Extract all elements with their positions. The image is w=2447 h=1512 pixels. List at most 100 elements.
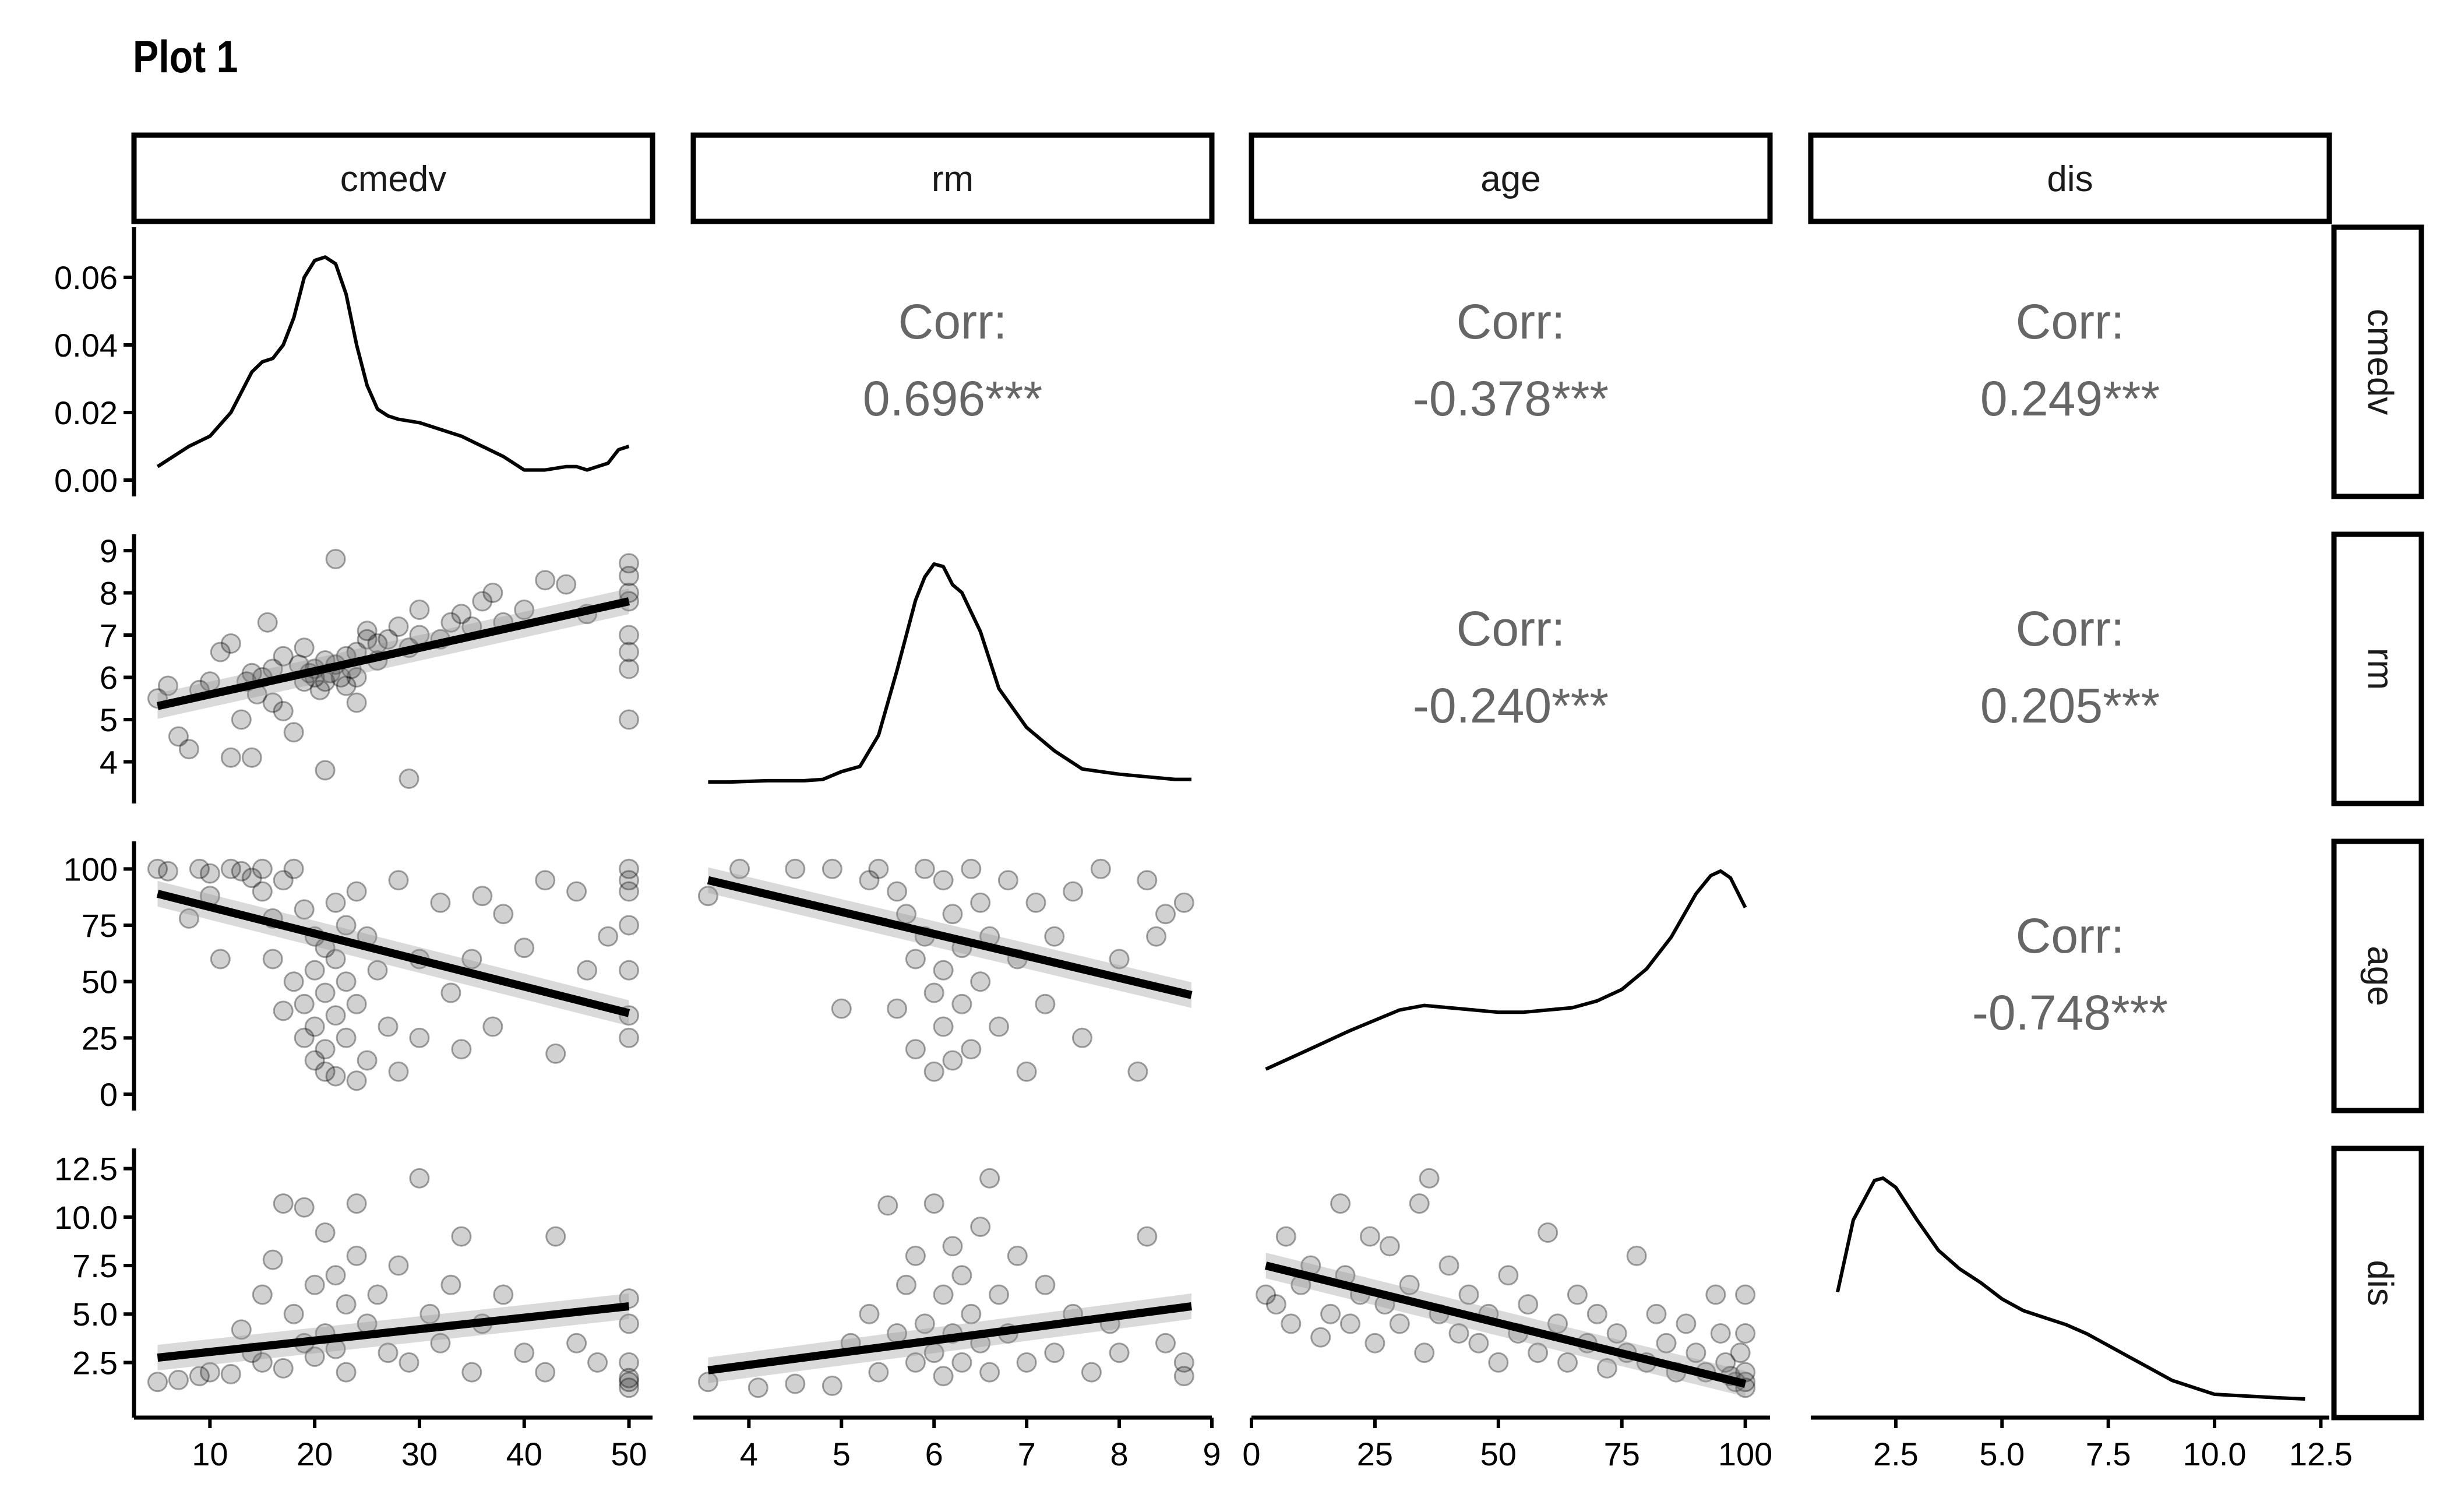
scatter-point <box>1586 1303 1607 1324</box>
scatter-point <box>273 1358 294 1379</box>
scatter-point <box>273 870 294 891</box>
scatter-point <box>1016 1061 1037 1082</box>
scatter-point <box>1448 1323 1469 1344</box>
panel-age-rm <box>697 858 1194 1082</box>
corr-value: 0.249*** <box>1980 371 2160 426</box>
scatter-point <box>619 881 639 902</box>
scatter-point <box>315 982 336 1003</box>
x-tick-label: 6 <box>925 1436 943 1472</box>
regression-line <box>156 597 630 710</box>
scatter-point <box>831 998 852 1019</box>
scatter-point <box>887 998 908 1019</box>
corr-label: Corr: <box>2016 908 2125 963</box>
scatter-point <box>697 1372 718 1393</box>
scatter-point <box>336 971 357 992</box>
scatter-point <box>859 870 880 891</box>
scatter-point <box>315 1061 336 1082</box>
scatter-point <box>336 1294 357 1315</box>
scatter-point <box>1715 1352 1736 1373</box>
panel-dis-dis <box>1836 1176 2305 1401</box>
scatter-point <box>619 658 639 679</box>
scatter-point <box>1035 993 1056 1014</box>
panel-age-dis: Corr: -0.748*** <box>1972 908 2168 1040</box>
scatter-point <box>566 1333 587 1354</box>
y-tick-label: 2.5 <box>72 1344 118 1381</box>
scatter-point <box>241 868 262 889</box>
x-tick-label: 5 <box>833 1436 851 1472</box>
scatter-point <box>220 747 241 768</box>
scatter-point <box>409 600 430 620</box>
row-strip-label-cmedv: cmedv <box>2360 309 2400 415</box>
scatter-point <box>357 1050 378 1071</box>
scatter-point <box>989 1284 1009 1305</box>
scatter-point <box>1557 1352 1578 1373</box>
scatter-point <box>545 1226 566 1247</box>
scatter-point <box>461 1362 482 1383</box>
scatter-point <box>933 1016 954 1037</box>
y-tick-label: 12.5 <box>54 1151 118 1187</box>
scatter-point <box>556 574 577 595</box>
y-tick-label: 0 <box>100 1076 118 1113</box>
scatter-point <box>189 1366 210 1387</box>
corr-value: 0.205*** <box>1980 678 2160 733</box>
scatter-point <box>619 1368 639 1388</box>
x-tick-label: 30 <box>401 1436 438 1472</box>
scatter-point <box>210 642 231 662</box>
scatter-point <box>877 1195 898 1216</box>
y-tick-label: 100 <box>64 851 118 887</box>
scatter-point <box>451 1039 472 1060</box>
scatter-point <box>914 1313 935 1334</box>
scatter-point <box>545 1043 566 1064</box>
scatter-point <box>1155 1333 1176 1354</box>
scatter-point <box>472 886 493 907</box>
scatter-point <box>1155 904 1176 925</box>
scatter-point <box>304 1050 325 1071</box>
corr-value: -0.748*** <box>1972 985 2168 1040</box>
scatter-point <box>1528 1342 1549 1363</box>
x-tick-label: 2.5 <box>1873 1436 1919 1472</box>
y-tick-label: 5.0 <box>72 1296 118 1333</box>
scatter-point <box>273 1000 294 1021</box>
scatter-point <box>1137 1226 1158 1247</box>
scatter-point <box>619 709 639 730</box>
scatter-point <box>1359 1226 1380 1247</box>
scatter-point <box>1007 1245 1028 1266</box>
scatter-point <box>933 1366 954 1387</box>
x-tick-label: 40 <box>506 1436 542 1472</box>
scatter-point <box>399 1352 419 1373</box>
scatter-point <box>1538 1222 1559 1243</box>
scatter-point <box>178 739 199 760</box>
scatter-point <box>821 1375 842 1396</box>
density-curve-cmedv <box>156 255 630 472</box>
scatter-point <box>346 1070 367 1091</box>
scatter-point <box>587 1352 608 1373</box>
scatter-point <box>1710 1323 1731 1344</box>
scatter-point <box>472 591 493 612</box>
scatter-point <box>451 604 472 625</box>
strip-label-cmedv: cmedv <box>340 159 447 199</box>
scatter-point <box>346 692 367 713</box>
scatter-point <box>1044 926 1065 947</box>
y-tick-label: 9 <box>100 533 118 569</box>
scatter-point <box>257 612 278 633</box>
scatter-point <box>1567 1284 1588 1305</box>
scatter-point <box>619 1313 639 1334</box>
scatter-point <box>961 1039 982 1060</box>
scatter-point <box>1265 1294 1286 1315</box>
scatter-point <box>1035 1274 1056 1295</box>
scatter-point <box>1735 1323 1756 1344</box>
scatter-point <box>367 633 388 654</box>
scatter-point <box>1399 1274 1420 1295</box>
scatter-point <box>535 570 556 591</box>
scatter-point <box>619 960 639 981</box>
scatter-point <box>619 1372 639 1393</box>
scatter-point <box>1072 1027 1092 1048</box>
y-tick-label: 0.00 <box>54 462 118 499</box>
regression-line <box>707 876 1193 999</box>
scatter-point <box>147 858 168 879</box>
corr-value: -0.240*** <box>1413 678 1609 733</box>
scatter-point <box>1173 1366 1194 1387</box>
x-tick-label: 50 <box>1480 1436 1517 1472</box>
corr-label: Corr: <box>1457 294 1565 349</box>
